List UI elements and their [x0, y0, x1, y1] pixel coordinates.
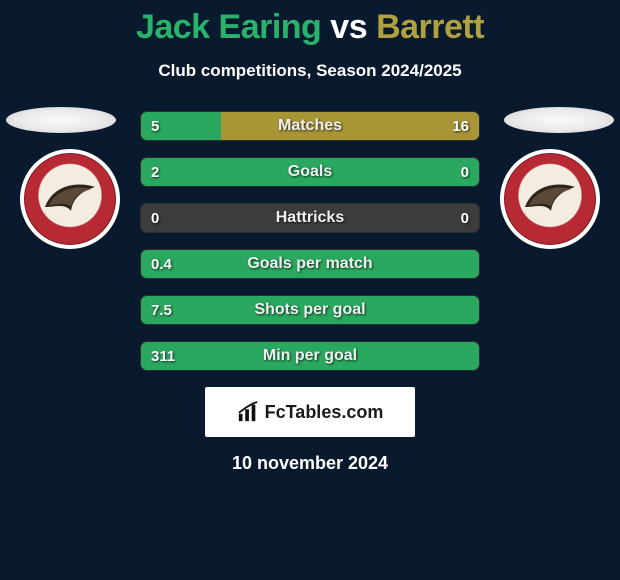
- subtitle: Club competitions, Season 2024/2025: [0, 61, 620, 81]
- stat-row: 0.4Goals per match: [140, 249, 480, 279]
- branding-badge: FcTables.com: [205, 387, 415, 437]
- player2-name: Barrett: [376, 8, 484, 46]
- metric-label: Goals per match: [141, 250, 479, 278]
- vs-separator: vs: [330, 8, 367, 46]
- comparison-title: Jack Earing vs Barrett: [0, 0, 620, 47]
- player1-name: Jack Earing: [136, 8, 321, 46]
- player1-club-crest: [20, 149, 120, 249]
- stat-row: 7.5Shots per goal: [140, 295, 480, 325]
- player2-photo-placeholder: [504, 107, 614, 133]
- stat-row: 20Goals: [140, 157, 480, 187]
- player1-photo-placeholder: [6, 107, 116, 133]
- stat-row: 516Matches: [140, 111, 480, 141]
- crest-inner: [34, 163, 106, 235]
- metric-label: Hattricks: [141, 204, 479, 232]
- comparison-arena: 516Matches 20Goals 00Hattricks 0.4Goals per…: [0, 111, 620, 371]
- metric-label: Min per goal: [141, 342, 479, 370]
- metric-label: Goals: [141, 158, 479, 186]
- stat-row: 311Min per goal: [140, 341, 480, 371]
- metric-label: Shots per goal: [141, 296, 479, 324]
- fctables-logo-icon: [237, 401, 259, 423]
- date-stamp: 10 november 2024: [0, 453, 620, 474]
- branding-text: FcTables.com: [265, 402, 384, 423]
- comparison-bars: 516Matches 20Goals 00Hattricks 0.4Goals per…: [140, 111, 480, 371]
- player2-club-crest: [500, 149, 600, 249]
- swift-icon: [523, 177, 577, 217]
- crest-inner: [514, 163, 586, 235]
- metric-label: Matches: [141, 112, 479, 140]
- stat-row: 00Hattricks: [140, 203, 480, 233]
- swift-icon: [43, 177, 97, 217]
